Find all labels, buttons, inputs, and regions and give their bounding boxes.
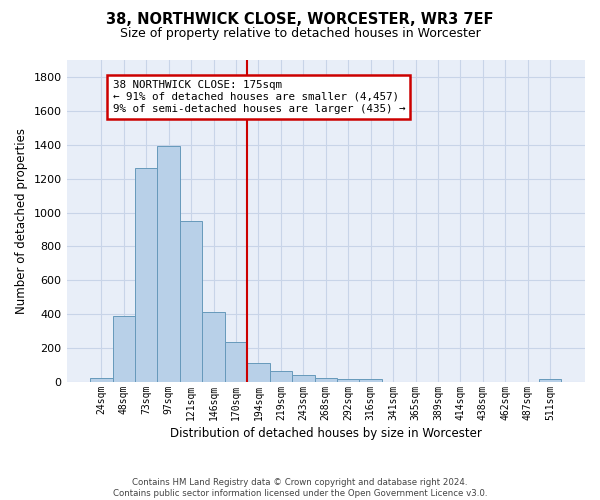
Bar [202,312,225,382]
Bar [157,146,180,382]
Text: 38, NORTHWICK CLOSE, WORCESTER, WR3 7EF: 38, NORTHWICK CLOSE, WORCESTER, WR3 7EF [106,12,494,28]
Bar [135,168,157,382]
Bar [359,379,382,382]
Bar [113,316,135,382]
X-axis label: Distribution of detached houses by size in Worcester: Distribution of detached houses by size … [170,427,482,440]
Bar [269,371,292,382]
Bar [225,342,247,382]
Bar [539,379,562,382]
Bar [337,380,359,382]
Bar [90,378,113,382]
Text: 38 NORTHWICK CLOSE: 175sqm
← 91% of detached houses are smaller (4,457)
9% of se: 38 NORTHWICK CLOSE: 175sqm ← 91% of deta… [113,80,405,114]
Text: Size of property relative to detached houses in Worcester: Size of property relative to detached ho… [119,28,481,40]
Bar [180,221,202,382]
Bar [314,378,337,382]
Y-axis label: Number of detached properties: Number of detached properties [15,128,28,314]
Text: Contains HM Land Registry data © Crown copyright and database right 2024.
Contai: Contains HM Land Registry data © Crown c… [113,478,487,498]
Bar [247,362,269,382]
Bar [292,375,314,382]
